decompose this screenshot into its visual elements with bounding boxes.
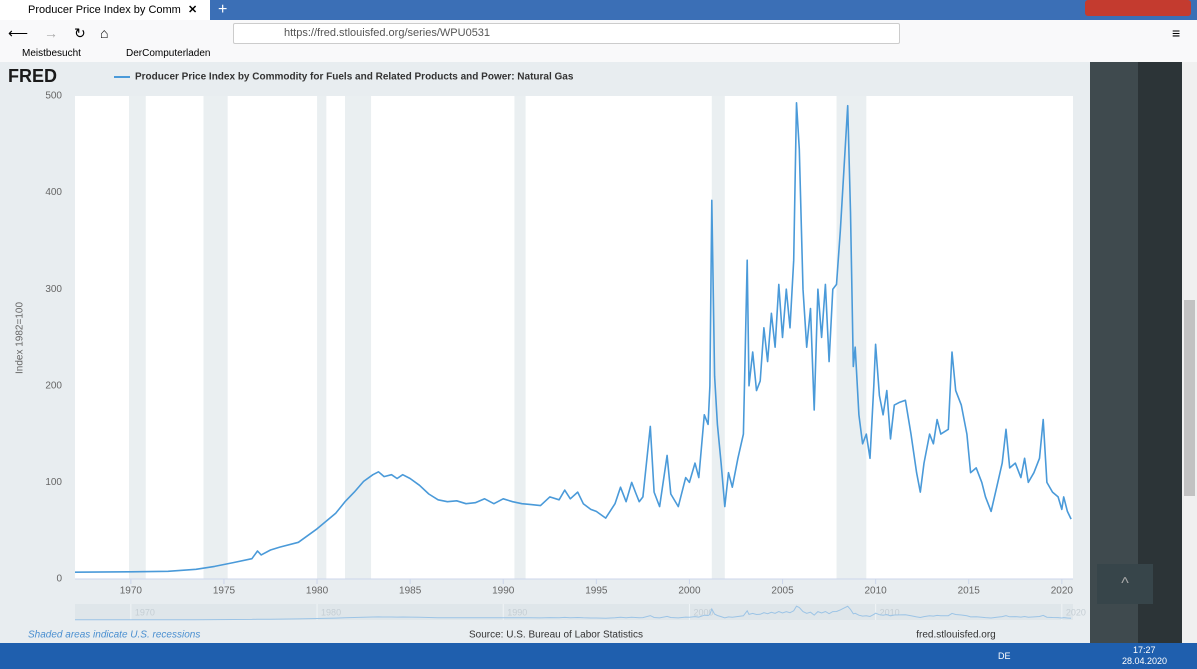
navigator-tick-label: 2000 — [693, 607, 713, 617]
recession-band — [317, 96, 327, 579]
navigator-tick-label: 2020 — [1066, 607, 1086, 617]
scroll-top-button[interactable]: ^ — [1097, 564, 1153, 604]
recession-band — [711, 96, 725, 579]
x-tick-label: 2010 — [865, 586, 888, 597]
navigator-tick-label: 1990 — [507, 607, 527, 617]
clock-time: 17:27 — [1133, 645, 1156, 655]
y-axis-label: Index 1982=100 — [15, 302, 26, 374]
x-tick-label: 1985 — [399, 586, 422, 597]
chart: FRED Producer Price Index by Commodity f… — [0, 62, 1090, 643]
tab-close[interactable]: ✕ — [188, 4, 198, 16]
x-tick-label: 1975 — [213, 586, 236, 597]
nav-bar: ⟵ → ↻ ⌂ https://fred.stlouisfed.org/seri… — [0, 20, 1197, 46]
recession-band — [514, 96, 526, 579]
navigator-tick-label: 2010 — [880, 607, 900, 617]
footer-note: Shaded areas indicate U.S. recessions — [28, 630, 200, 641]
url: https://fred.stlouisfed.org/series/WPU05… — [284, 27, 491, 39]
plot-area — [75, 96, 1073, 579]
x-tick-label: 2000 — [678, 586, 701, 597]
bookmark[interactable]: DerComputerladen — [126, 48, 211, 59]
y-tick-label: 100 — [45, 477, 62, 488]
x-tick-label: 2020 — [1051, 586, 1074, 597]
navigator[interactable] — [75, 604, 1073, 620]
recession-band — [836, 96, 867, 579]
bookmark[interactable]: Meistbesucht — [22, 48, 81, 59]
reload-button[interactable]: ↻ — [74, 25, 86, 41]
x-tick-label: 2005 — [771, 586, 794, 597]
y-tick-label: 0 — [56, 574, 62, 585]
x-tick-label: 1970 — [120, 586, 143, 597]
y-tick-label: 200 — [45, 380, 62, 391]
bookmarks-bar: Meistbesucht DerComputerladen — [0, 46, 1197, 62]
taskbar: DE 17:27 28.04.2020 — [0, 643, 1197, 669]
url-bar[interactable]: https://fred.stlouisfed.org/series/WPU05… — [233, 23, 900, 44]
back-button[interactable]: ⟵ — [8, 25, 29, 41]
scroll-thumb[interactable] — [1184, 300, 1195, 496]
x-tick-label: 1990 — [492, 586, 515, 597]
navigator-tick-label: 1970 — [135, 607, 155, 617]
home-button[interactable]: ⌂ — [100, 25, 109, 41]
menu-button[interactable]: ≡ — [1172, 25, 1181, 41]
clock-date: 28.04.2020 — [1122, 656, 1168, 666]
x-tick-label: 1980 — [306, 586, 329, 597]
navigator-tick-label: 1980 — [321, 607, 341, 617]
x-tick-label: 2015 — [958, 586, 981, 597]
recession-band — [203, 96, 228, 579]
y-tick-label: 500 — [45, 91, 62, 102]
window-controls — [1085, 0, 1191, 16]
x-tick-label: 1995 — [585, 586, 608, 597]
series-line — [74, 102, 1072, 573]
y-tick-label: 400 — [45, 187, 62, 198]
tab[interactable]: Producer Price Index by Comm ✕ — [0, 0, 210, 20]
recession-band — [344, 96, 372, 579]
site: fred.stlouisfed.org — [916, 630, 996, 641]
navigator-line — [75, 605, 1072, 621]
y-tick-label: 300 — [45, 284, 62, 295]
forward-button[interactable]: → — [44, 25, 58, 41]
logo: FRED — [8, 66, 57, 86]
recession-band — [128, 96, 146, 579]
tab-title: Producer Price Index by Comm — [28, 4, 181, 16]
tab-strip — [0, 0, 1197, 20]
source: Source: U.S. Bureau of Labor Statistics — [469, 630, 643, 641]
language: DE — [998, 651, 1011, 661]
legend-entry: Producer Price Index by Commodity for Fu… — [135, 72, 574, 83]
new-tab[interactable]: + — [218, 1, 228, 18]
side-panel-dark — [1138, 62, 1182, 643]
side-panel — [1090, 62, 1138, 643]
